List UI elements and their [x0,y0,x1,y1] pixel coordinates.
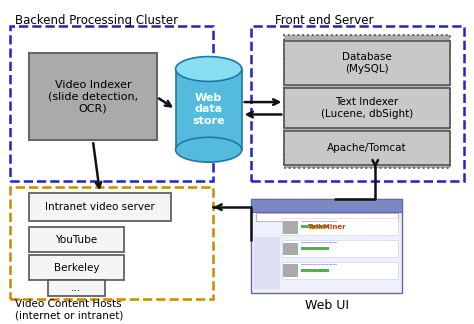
FancyBboxPatch shape [284,41,450,85]
FancyBboxPatch shape [282,218,398,235]
FancyBboxPatch shape [284,87,450,128]
FancyBboxPatch shape [29,227,124,252]
Text: Intranet video server: Intranet video server [45,202,155,212]
Text: —————————: ————————— [301,262,338,267]
FancyBboxPatch shape [282,240,398,257]
FancyBboxPatch shape [301,225,329,228]
FancyBboxPatch shape [256,214,398,221]
Text: —————————: ————————— [301,219,338,223]
Text: —————————: ————————— [301,241,338,245]
Text: Web
data
store: Web data store [192,93,225,126]
Text: Front end Server: Front end Server [275,14,374,27]
Text: Berkeley: Berkeley [54,263,99,273]
Text: —————————: ————————— [301,241,338,245]
FancyBboxPatch shape [254,237,280,289]
Text: Text Indexer
(Lucene, dbSight): Text Indexer (Lucene, dbSight) [321,97,413,119]
FancyBboxPatch shape [282,261,398,279]
Text: —————————: ————————— [301,219,338,223]
Ellipse shape [175,57,242,81]
FancyBboxPatch shape [251,199,402,212]
FancyBboxPatch shape [284,131,450,165]
FancyBboxPatch shape [29,193,171,221]
FancyBboxPatch shape [283,221,298,233]
Ellipse shape [175,137,242,162]
FancyBboxPatch shape [175,69,242,150]
FancyBboxPatch shape [29,255,124,280]
Text: Video Indexer
(slide detection,
OCR): Video Indexer (slide detection, OCR) [48,80,138,113]
Text: Web UI: Web UI [305,299,349,312]
FancyBboxPatch shape [301,247,329,250]
FancyBboxPatch shape [283,264,298,276]
Text: Apache/Tomcat: Apache/Tomcat [327,143,407,153]
Text: YouTube: YouTube [55,235,97,245]
Text: —————————: ————————— [301,262,338,267]
FancyBboxPatch shape [48,280,105,296]
Text: Database
(MySQL): Database (MySQL) [342,52,392,74]
FancyBboxPatch shape [301,269,329,272]
Text: ...: ... [71,283,82,293]
Text: TalkMiner: TalkMiner [308,224,346,230]
FancyBboxPatch shape [251,199,402,293]
FancyBboxPatch shape [29,53,156,140]
Text: Backend Processing Cluster: Backend Processing Cluster [15,14,178,27]
Text: Video Content Hosts
(internet or intranet): Video Content Hosts (internet or intrane… [15,299,123,321]
FancyBboxPatch shape [284,35,450,168]
FancyBboxPatch shape [283,243,298,254]
